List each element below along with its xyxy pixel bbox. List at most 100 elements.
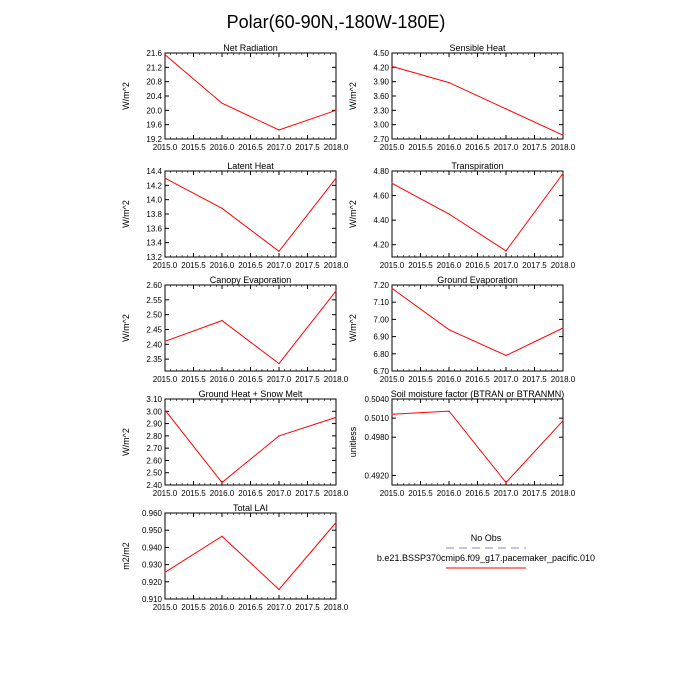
x-tick-label: 2016.5 <box>465 143 490 152</box>
y-tick-label: 2.80 <box>146 432 162 441</box>
data-point <box>164 571 166 573</box>
data-point <box>448 329 450 331</box>
y-axis-label: W/m^2 <box>121 200 131 228</box>
chart-panel-4: Transpiration W/m^2 2015.0 2015.5 2016.0 2016… <box>348 161 576 270</box>
x-tick-label: 2016.5 <box>238 375 263 384</box>
series-line <box>164 522 337 591</box>
data-point <box>164 340 166 342</box>
x-tick-label: 2016.0 <box>210 489 235 498</box>
x-tick-label: 2017.0 <box>267 261 292 270</box>
x-tick-label: 2017.5 <box>522 375 547 384</box>
data-point <box>391 65 393 67</box>
x-tick-label: 2018.0 <box>551 375 576 384</box>
y-tick-label: 2.35 <box>146 355 162 364</box>
x-tick-label: 2018.0 <box>551 261 576 270</box>
x-tick-label: 2015.0 <box>380 375 405 384</box>
y-tick-label: 7.00 <box>373 315 389 324</box>
plot-frame <box>391 170 564 258</box>
y-tick-label: 4.20 <box>373 63 389 72</box>
chart-title: Transpiration <box>451 161 503 171</box>
y-tick-label: 2.60 <box>146 456 162 465</box>
plot-frame <box>164 52 337 140</box>
data-point <box>278 588 280 591</box>
x-tick-label: 2015.5 <box>408 489 433 498</box>
data-point <box>278 129 280 131</box>
x-tick-label: 2017.5 <box>522 261 547 270</box>
data-point <box>562 172 564 175</box>
y-tick-label: 0.930 <box>142 561 163 570</box>
chart-title: Total LAI <box>233 503 268 513</box>
y-tick-label: 0.910 <box>142 595 163 604</box>
x-tick-label: 2016.0 <box>437 143 462 152</box>
data-point <box>221 535 223 537</box>
x-tick-label: 2016.5 <box>238 143 263 152</box>
y-axis-label: W/m^2 <box>348 82 358 110</box>
x-tick-label: 2015.5 <box>408 143 433 152</box>
plot-frame <box>391 398 564 486</box>
x-tick-label: 2017.5 <box>295 375 320 384</box>
x-tick-label: 2015.0 <box>380 143 405 152</box>
x-tick-label: 2016.5 <box>238 489 263 498</box>
y-tick-label: 2.70 <box>146 444 162 453</box>
y-tick-label: 6.70 <box>373 367 389 376</box>
x-tick-label: 2015.0 <box>380 489 405 498</box>
data-point <box>391 287 393 290</box>
y-tick-label: 13.6 <box>146 224 162 233</box>
data-point <box>335 521 337 524</box>
chart-panel-5: Canopy Evaporation W/m^2 2015.0 2015.5 2016.… <box>121 275 349 384</box>
data-point <box>221 481 223 484</box>
x-tick-label: 2015.0 <box>153 603 178 612</box>
data-point <box>278 435 280 437</box>
y-tick-label: 0.4920 <box>365 471 390 480</box>
y-tick-label: 0.5040 <box>365 395 390 404</box>
chart-title: Net Radiation <box>223 43 278 53</box>
x-tick-label: 2015.0 <box>380 261 405 270</box>
x-tick-label: 2015.5 <box>181 375 206 384</box>
plot-frame <box>164 170 337 258</box>
y-tick-label: 2.50 <box>146 311 162 320</box>
data-point <box>562 420 564 422</box>
x-tick-label: 2018.0 <box>551 143 576 152</box>
chart-panel-6: Ground Evaporation W/m^2 2015.0 2015.5 2016.… <box>348 275 576 384</box>
x-tick-label: 2017.0 <box>267 489 292 498</box>
series-line <box>164 290 337 365</box>
y-axis-label: m2/m2 <box>121 542 131 570</box>
series-line <box>164 177 337 252</box>
y-tick-label: 2.45 <box>146 325 162 334</box>
y-tick-label: 0.5010 <box>365 414 390 423</box>
chart-title: Ground Heat + Snow Melt <box>199 389 303 399</box>
x-tick-label: 2015.0 <box>153 375 178 384</box>
y-tick-label: 14.4 <box>146 167 162 176</box>
y-axis-label: W/m^2 <box>348 200 358 228</box>
series-line <box>164 409 337 484</box>
data-point <box>448 82 450 84</box>
data-point <box>221 102 223 104</box>
y-axis-label: W/m^2 <box>121 82 131 110</box>
y-axis-label: unitless <box>348 426 358 457</box>
y-tick-label: 13.4 <box>146 239 162 248</box>
x-tick-label: 2018.0 <box>551 489 576 498</box>
x-tick-label: 2016.5 <box>465 375 490 384</box>
data-point <box>562 327 564 329</box>
data-point <box>448 410 450 412</box>
y-tick-label: 2.40 <box>146 481 162 490</box>
y-tick-label: 0.920 <box>142 578 163 587</box>
x-tick-label: 2016.5 <box>238 603 263 612</box>
x-tick-label: 2017.0 <box>494 143 519 152</box>
y-tick-label: 2.70 <box>373 135 389 144</box>
x-tick-label: 2016.0 <box>210 375 235 384</box>
series-line <box>391 173 564 252</box>
y-tick-label: 19.6 <box>146 121 162 130</box>
data-point <box>221 207 223 209</box>
y-tick-label: 2.60 <box>146 281 162 290</box>
y-tick-label: 2.55 <box>146 296 162 305</box>
y-tick-label: 4.60 <box>373 192 389 201</box>
chart-title: Canopy Evaporation <box>210 275 292 285</box>
series-line <box>391 410 564 484</box>
x-tick-label: 2015.5 <box>181 143 206 152</box>
series-line <box>391 65 564 136</box>
y-axis-label: W/m^2 <box>348 314 358 342</box>
x-tick-label: 2015.5 <box>181 261 206 270</box>
y-tick-label: 20.0 <box>146 106 162 115</box>
